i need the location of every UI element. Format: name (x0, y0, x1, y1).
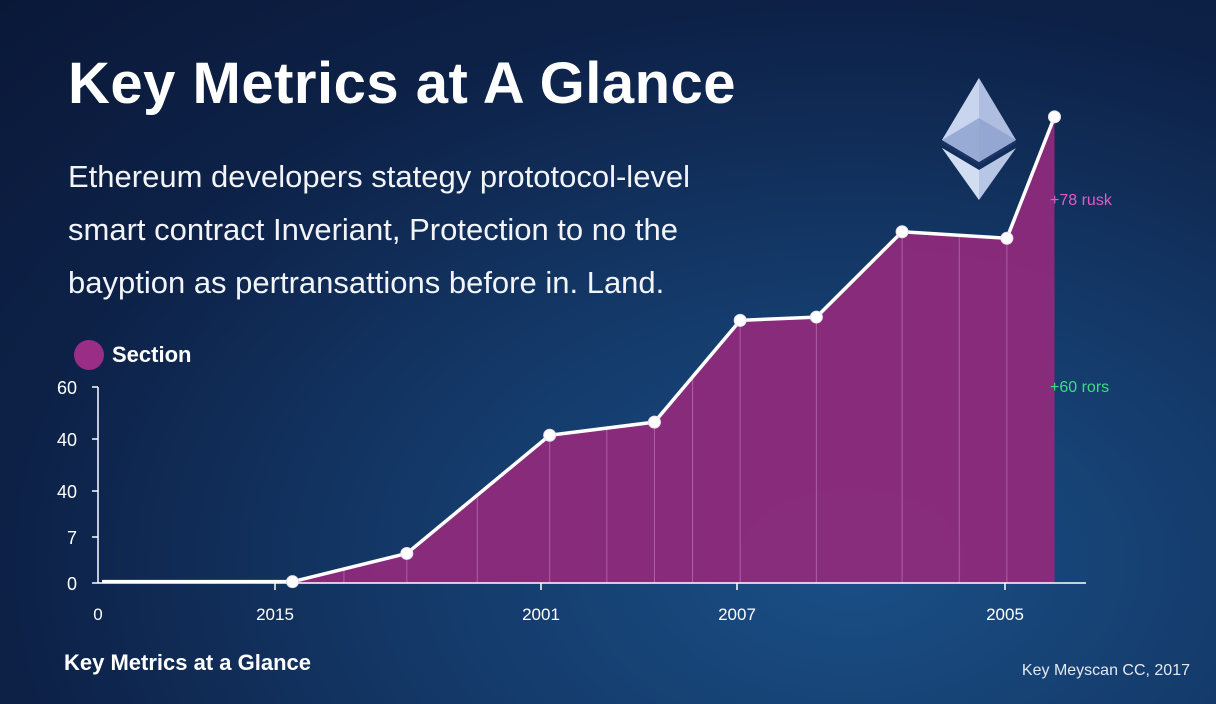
y-tick-label: 0 (67, 574, 77, 594)
x-tick-label: 2001 (522, 605, 560, 624)
y-tick-label: 40 (57, 430, 77, 450)
annotation-label: +78 rusk (1050, 192, 1113, 209)
data-point (809, 310, 823, 324)
data-point (400, 546, 414, 560)
y-tick-label: 40 (57, 482, 77, 502)
y-tick-label: 7 (67, 528, 77, 548)
x-tick-label: 2005 (986, 605, 1024, 624)
series-line (102, 116, 1057, 584)
description: Ethereum developers stategy prototocol-l… (68, 150, 788, 309)
data-point (286, 575, 299, 589)
page-title: Key Metrics at A Glance (68, 51, 737, 116)
data-point (647, 415, 661, 429)
data-point (733, 313, 747, 327)
ethereum-diamond-icon (941, 78, 1017, 200)
legend-label: Section (112, 342, 192, 367)
x-tick-label: 0 (93, 605, 102, 624)
y-tick-label: 60 (57, 378, 77, 398)
data-point (543, 428, 557, 442)
area-fill (102, 116, 1055, 584)
footer-title: Key Metrics at a Glance (64, 650, 312, 675)
data-point (1048, 110, 1061, 124)
annotation-label: +60 rors (1050, 379, 1109, 396)
x-tick-label: 2007 (718, 605, 756, 624)
data-point (895, 225, 909, 239)
description-line: bayption as pertransattions before in. L… (68, 265, 665, 300)
description-line: Ethereum developers stategy prototocol-l… (68, 159, 691, 194)
footer-credit: Key Meyscan CC, 2017 (1021, 662, 1190, 679)
data-point (1000, 231, 1014, 245)
x-tick-label: 2015 (256, 605, 294, 624)
description-line: smart contract Inveriant, Protection to … (68, 212, 678, 247)
legend-swatch (74, 340, 104, 370)
chart-legend: Section (74, 340, 191, 370)
